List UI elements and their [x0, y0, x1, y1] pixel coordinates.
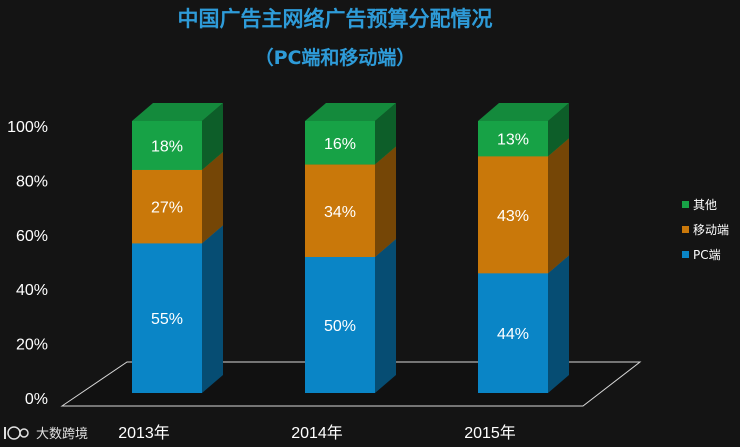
bar-side-mobile — [202, 151, 223, 244]
category-label: 2014年 — [291, 424, 343, 442]
segment-label-pc: 55% — [151, 311, 183, 328]
bar-side-other — [202, 103, 223, 170]
bar-segment-other — [305, 121, 375, 165]
legend: 其他 移动端 PC端 — [682, 198, 729, 262]
y-axis: 0% 20% 40% 60% 80% 100% — [7, 119, 48, 408]
chart-subtitle: （PC端和移动端） — [255, 46, 416, 69]
segment-labels: 55% 27% 18% 50% 34% 16% 44% 43% 13% — [151, 132, 529, 343]
bar-segment-other — [478, 121, 548, 157]
segment-label-pc: 50% — [324, 318, 356, 335]
bar-top-other — [305, 103, 396, 121]
legend-swatch-mobile — [682, 226, 689, 233]
legend-swatch-other — [682, 201, 689, 208]
segment-label-other: 13% — [497, 132, 529, 149]
bar-segment-mobile — [478, 156, 548, 274]
y-tick-label: 20% — [16, 337, 48, 354]
bar-segment-pc — [478, 273, 548, 393]
y-tick-label: 60% — [16, 228, 48, 245]
bar-segment-mobile — [305, 164, 375, 257]
bars — [132, 103, 569, 393]
bar-segment-other — [132, 121, 202, 170]
bar-segment-pc — [305, 257, 375, 393]
y-tick-label: 100% — [7, 119, 48, 136]
segment-label-other: 18% — [151, 138, 183, 155]
bar-segment-pc — [132, 243, 202, 393]
y-tick-label: 80% — [16, 173, 48, 190]
bar-side-pc — [375, 239, 396, 393]
segment-label-mobile: 34% — [324, 204, 356, 221]
segment-label-mobile: 43% — [497, 208, 529, 225]
bar-top-other — [478, 103, 569, 121]
watermark-logo-icon — [4, 426, 29, 440]
y-tick-label: 0% — [25, 391, 48, 408]
segment-label-other: 16% — [324, 136, 356, 153]
bar-side-other — [375, 103, 396, 165]
bar-group — [305, 103, 396, 393]
watermark-text: 大数跨境 — [36, 427, 88, 442]
legend-label-mobile: 移动端 — [693, 223, 729, 237]
y-tick-label: 40% — [16, 282, 48, 299]
chart-title: 中国广告主网络广告预算分配情况 — [178, 7, 493, 31]
bar-side-mobile — [548, 138, 569, 274]
legend-label-other: 其他 — [693, 198, 717, 212]
bar-side-pc — [548, 255, 569, 393]
segment-label-pc: 44% — [497, 326, 529, 343]
category-labels: 2013年 2014年 2015年 — [118, 424, 516, 442]
legend-label-pc: PC端 — [693, 248, 721, 262]
segment-label-mobile: 27% — [151, 200, 183, 217]
bar-side-mobile — [375, 146, 396, 257]
bar-group — [478, 103, 569, 393]
bar-top-other — [132, 103, 223, 121]
bar-group — [132, 103, 223, 393]
legend-swatch-pc — [682, 251, 689, 258]
category-label: 2013年 — [118, 424, 170, 442]
bar-segment-mobile — [132, 169, 202, 244]
category-label: 2015年 — [464, 424, 516, 442]
bar-side-other — [548, 103, 569, 157]
bar-side-pc — [202, 225, 223, 393]
watermark: 大数跨境 — [4, 426, 88, 442]
